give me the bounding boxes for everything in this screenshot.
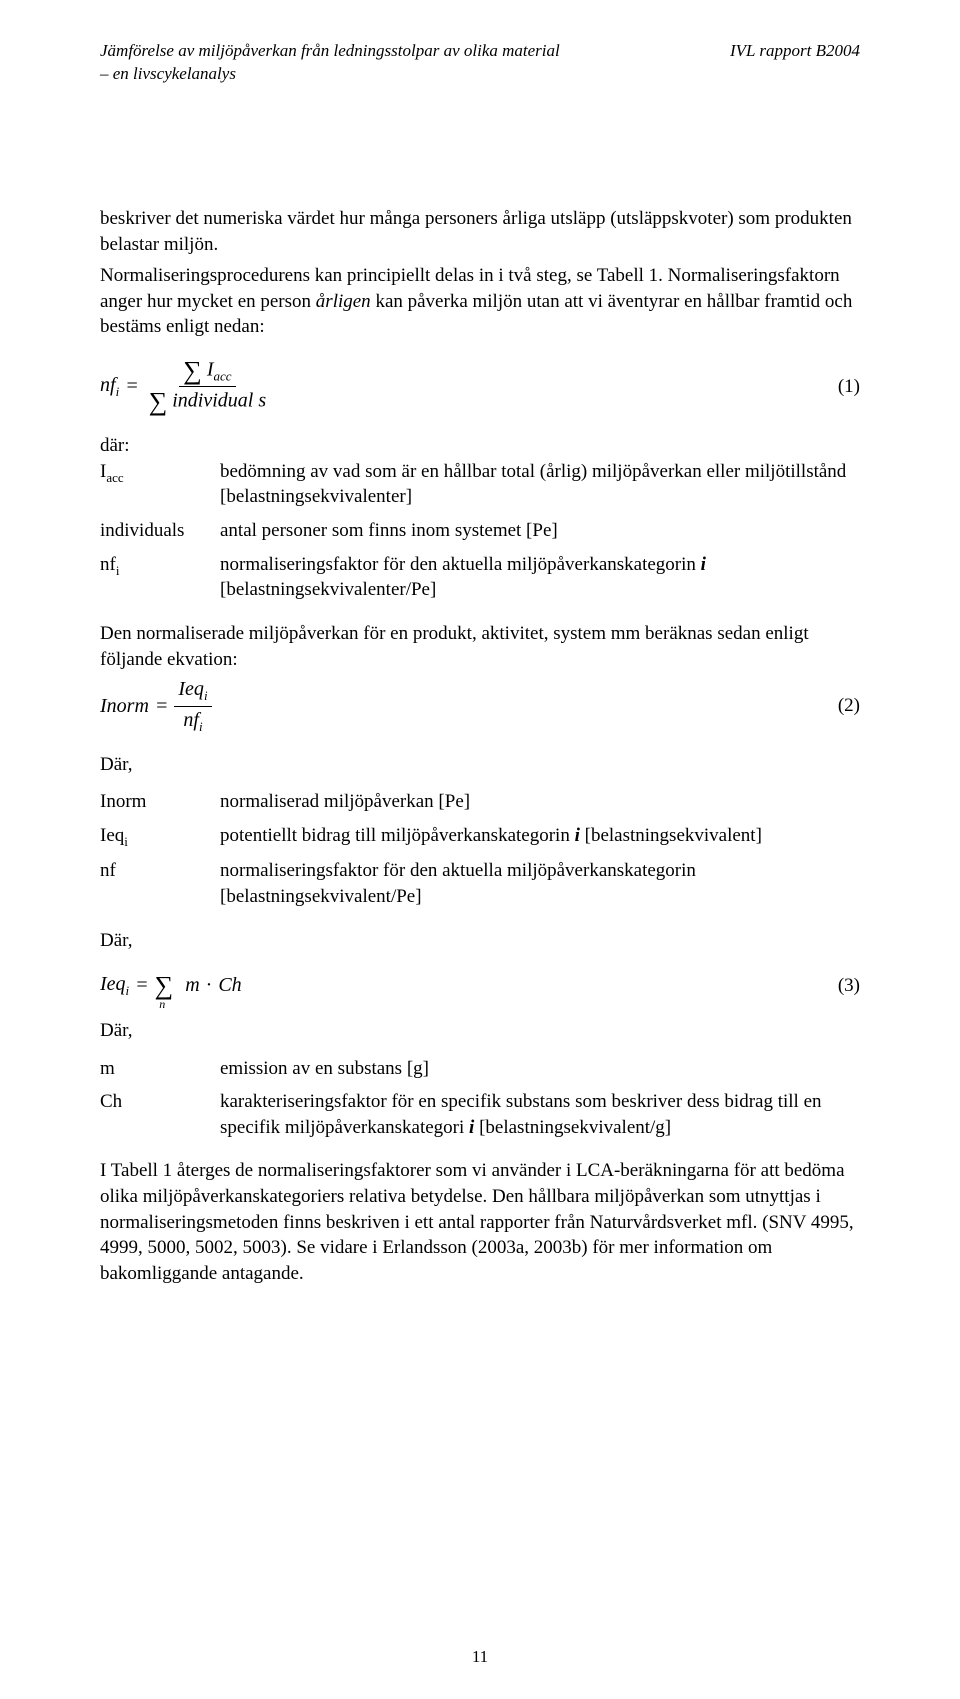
definition-desc: karakteriseringsfaktor för en specifik s…: [220, 1089, 860, 1140]
where-label: Där,: [100, 928, 860, 954]
definition-row: Inorm normaliserad miljöpåverkan [Pe]: [100, 789, 860, 815]
equation-3: Ieqi = ∑n m · Ch: [100, 971, 242, 1000]
equation-2: Inorm = Ieqi nfi: [100, 678, 212, 734]
desc-text: [belastningsekvivalent]: [580, 825, 762, 846]
paragraph-inorm: Den normaliserade miljöpåverkan för en p…: [100, 621, 860, 672]
header-left: Jämförelse av miljöpåverkan från ledning…: [100, 40, 560, 86]
definition-desc: emission av en substans [g]: [220, 1056, 860, 1082]
definition-list-1: där: Iacc bedömning av vad som är en hål…: [100, 433, 860, 603]
definition-row: Ch karakteriseringsfaktor för en specifi…: [100, 1089, 860, 1140]
term-sub: acc: [106, 470, 123, 485]
desc-text: potentiellt bidrag till miljöpåverkanska…: [220, 825, 575, 846]
eq-inorm: Inorm: [100, 693, 149, 720]
sigma-icon: ∑: [183, 358, 202, 384]
paragraph-intro: beskriver det numeriska värdet hur många…: [100, 206, 860, 257]
definition-term: individuals: [100, 518, 220, 544]
definition-term: Ch: [100, 1089, 220, 1140]
eq-numerator: ∑ Iacc: [179, 358, 235, 387]
definition-desc: normaliserad miljöpåverkan [Pe]: [220, 789, 860, 815]
eq-individuals: individual s: [172, 390, 266, 412]
sigma-icon: ∑: [149, 389, 168, 415]
eq-text: nf: [183, 709, 199, 731]
eq-text: nf: [100, 374, 116, 396]
definition-row: individuals antal personer som finns ino…: [100, 518, 860, 544]
eq-equals: =: [125, 373, 139, 400]
definition-row: Ieqi potentiellt bidrag till miljöpåverk…: [100, 823, 860, 850]
page-number: 11: [0, 1646, 960, 1669]
eq-sub: i: [204, 688, 208, 703]
desc-text: [belastningsekvivalenter/Pe]: [220, 579, 436, 600]
page: Jämförelse av miljöpåverkan från ledning…: [0, 0, 960, 1699]
eq-sub: acc: [213, 369, 231, 384]
definition-row: nfi normaliseringsfaktor för den aktuell…: [100, 552, 860, 603]
eq-sub: i: [199, 719, 203, 734]
definition-row: m emission av en substans [g]: [100, 1056, 860, 1082]
definition-desc: potentiellt bidrag till miljöpåverkanska…: [220, 823, 860, 850]
term-sub: i: [116, 562, 120, 577]
definition-desc: bedömning av vad som är en hållbar total…: [220, 459, 860, 510]
where-label: Där,: [100, 752, 860, 778]
eq-sub: i: [126, 983, 130, 998]
header-title-line1: Jämförelse av miljöpåverkan från ledning…: [100, 40, 560, 63]
equation-1: nfi = ∑ Iacc ∑ individual s: [100, 358, 270, 415]
equation-3-row: Ieqi = ∑n m · Ch (3): [100, 971, 860, 1000]
definition-term: m: [100, 1056, 220, 1082]
italic-word: årligen: [316, 291, 371, 312]
eq-equals: =: [135, 972, 149, 999]
where-label: Där,: [100, 1018, 860, 1044]
eq-ieq: Ieqi: [100, 971, 129, 1000]
definition-row: nf normaliseringsfaktor för den aktuella…: [100, 858, 860, 909]
definition-term: Inorm: [100, 789, 220, 815]
definition-term: nfi: [100, 552, 220, 603]
eq-dot: ·: [206, 972, 213, 999]
equation-number-3: (3): [838, 973, 860, 999]
eq-denominator: ∑ individual s: [145, 387, 270, 415]
eq-text: Ieq: [178, 678, 204, 700]
term-text: Ieq: [100, 825, 124, 846]
paragraph-normalisation: Normaliseringsprocedurens kan principiel…: [100, 263, 860, 340]
definition-list-3: m emission av en substans [g] Ch karakte…: [100, 1056, 860, 1141]
where-label: där:: [100, 433, 860, 459]
bold-italic-i: i: [701, 554, 706, 575]
eq-m: m: [185, 972, 199, 999]
desc-text: normaliseringsfaktor för den aktuella mi…: [220, 554, 701, 575]
eq-fraction: ∑ Iacc ∑ individual s: [145, 358, 270, 415]
definition-desc: normaliseringsfaktor för den aktuella mi…: [220, 552, 860, 603]
equation-number-2: (2): [838, 693, 860, 719]
eq-Ch: Ch: [218, 972, 241, 999]
header-title-line2: – en livscykelanalys: [100, 63, 560, 86]
header-right: IVL rapport B2004: [730, 40, 860, 86]
definition-row: Iacc bedömning av vad som är en hållbar …: [100, 459, 860, 510]
definition-term: nf: [100, 858, 220, 909]
running-header: Jämförelse av miljöpåverkan från ledning…: [100, 40, 860, 86]
eq-sum: ∑n: [155, 972, 180, 1000]
eq-text: Ieq: [100, 973, 126, 995]
definition-list-2: Inorm normaliserad miljöpåverkan [Pe] Ie…: [100, 789, 860, 909]
eq-equals: =: [155, 693, 169, 720]
eq-numerator: Ieqi: [174, 678, 211, 706]
definition-term: Iacc: [100, 459, 220, 510]
sigma-icon: ∑: [155, 973, 174, 999]
equation-1-row: nfi = ∑ Iacc ∑ individual s (1): [100, 358, 860, 415]
eq-fraction: Ieqi nfi: [174, 678, 211, 734]
eq-denominator: nfi: [179, 707, 206, 734]
term-text: nf: [100, 554, 116, 575]
paragraph-closing: I Tabell 1 återges de normaliseringsfakt…: [100, 1158, 860, 1286]
definition-desc: antal personer som finns inom systemet […: [220, 518, 860, 544]
equation-number-1: (1): [838, 374, 860, 400]
sigma-sub: n: [159, 997, 165, 1011]
eq-sub: i: [116, 384, 120, 399]
desc-text: [belastningsekvivalent/g]: [474, 1117, 671, 1138]
term-sub: i: [124, 834, 128, 849]
definition-term: Ieqi: [100, 823, 220, 850]
definition-desc: normaliseringsfaktor för den aktuella mi…: [220, 858, 860, 909]
equation-2-row: Inorm = Ieqi nfi (2): [100, 678, 860, 734]
eq-nf: nfi: [100, 372, 119, 401]
